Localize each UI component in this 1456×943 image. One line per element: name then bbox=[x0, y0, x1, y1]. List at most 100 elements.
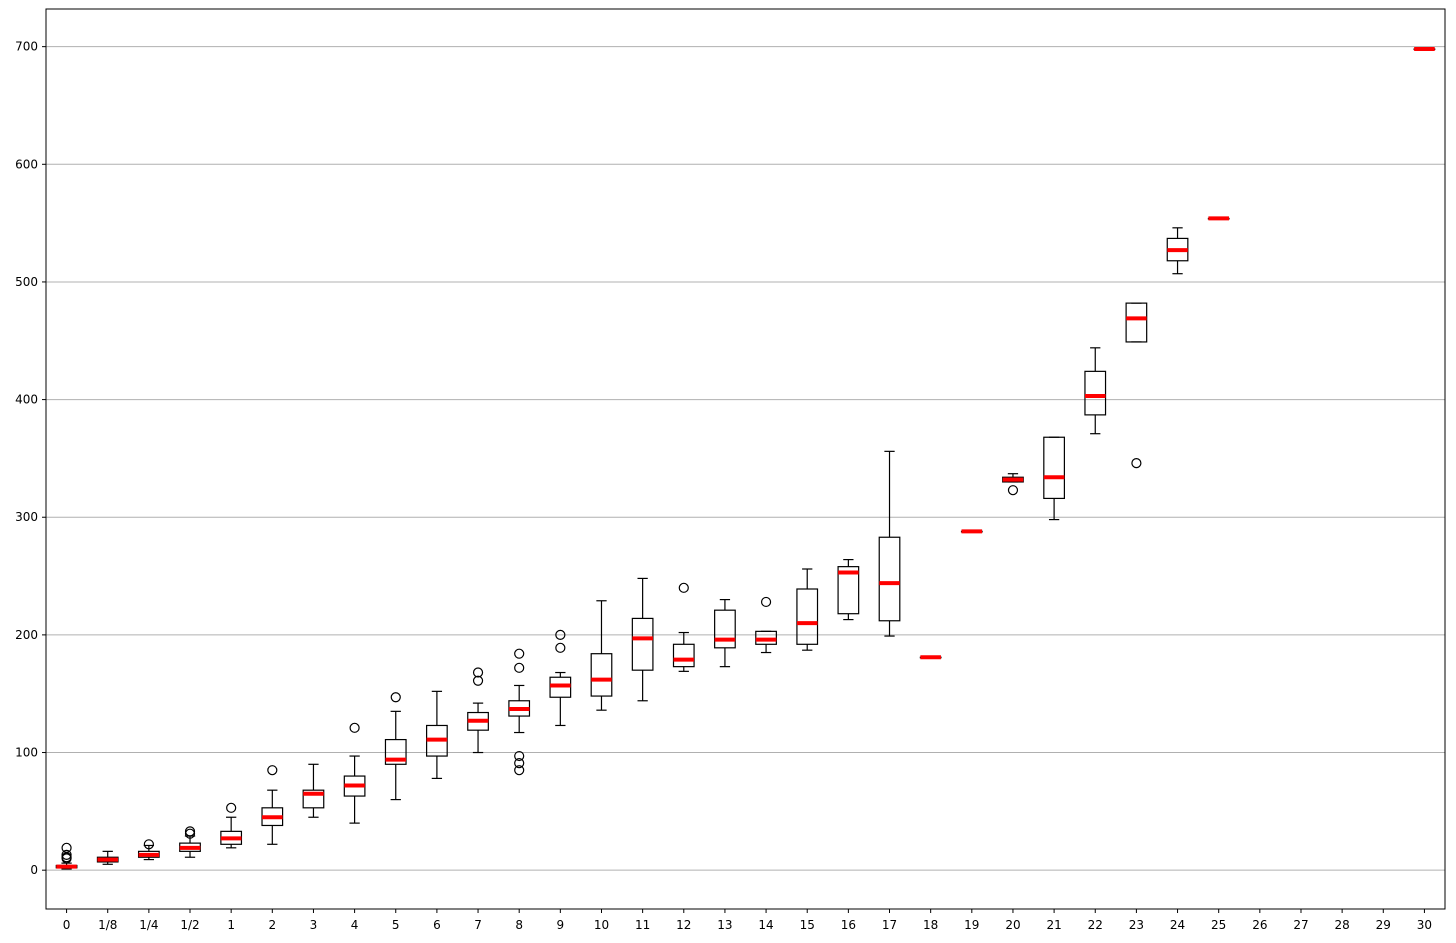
x-tick-label: 1 bbox=[227, 918, 235, 932]
box-1/4 bbox=[137, 839, 160, 861]
box-8 bbox=[508, 648, 531, 776]
box-body bbox=[1084, 370, 1107, 416]
box-body bbox=[1125, 302, 1148, 343]
x-tick-label: 1/8 bbox=[98, 918, 117, 932]
box-body bbox=[590, 653, 613, 697]
outlier-point bbox=[514, 758, 525, 769]
box-21 bbox=[1043, 436, 1065, 521]
box-1/2 bbox=[179, 826, 201, 858]
outlier-point bbox=[349, 722, 360, 733]
box-16 bbox=[837, 558, 860, 621]
x-tick-label: 21 bbox=[1046, 918, 1061, 932]
x-tick-label: 4 bbox=[351, 918, 359, 932]
x-tick-label: 17 bbox=[882, 918, 897, 932]
box-18 bbox=[919, 655, 942, 660]
x-tick-label: 15 bbox=[800, 918, 815, 932]
x-tick-label: 20 bbox=[1005, 918, 1020, 932]
x-tick-label: 18 bbox=[923, 918, 938, 932]
outlier-point bbox=[760, 596, 772, 608]
box-15 bbox=[796, 568, 819, 651]
y-tick-label: 500 bbox=[15, 275, 38, 289]
box-11 bbox=[631, 577, 654, 702]
box-9 bbox=[549, 629, 572, 727]
outlier-point bbox=[472, 667, 484, 678]
box-body bbox=[384, 738, 407, 765]
box-10 bbox=[590, 600, 613, 711]
box-1/8 bbox=[96, 850, 119, 865]
y-tick-label: 200 bbox=[15, 628, 38, 642]
box-body bbox=[878, 536, 901, 622]
x-tick-label: 25 bbox=[1211, 918, 1226, 932]
x-tick-label: 3 bbox=[310, 918, 318, 932]
outlier-point bbox=[514, 662, 525, 673]
y-tick-label: 100 bbox=[15, 746, 38, 760]
x-tick-label: 6 bbox=[433, 918, 441, 932]
outlier-point bbox=[678, 582, 689, 593]
outlier-point bbox=[514, 648, 525, 659]
box-13 bbox=[714, 598, 736, 668]
outlier-point bbox=[226, 802, 237, 813]
outlier-point bbox=[184, 826, 196, 837]
boxes bbox=[55, 47, 1436, 870]
x-tick-label: 14 bbox=[758, 918, 773, 932]
box-23 bbox=[1125, 302, 1148, 469]
x-tick-label: 19 bbox=[964, 918, 979, 932]
box-4 bbox=[343, 722, 366, 824]
box-6 bbox=[426, 690, 448, 780]
box-body bbox=[837, 566, 860, 615]
plot-frame bbox=[45, 8, 1446, 910]
y-tick-label: 600 bbox=[15, 157, 38, 171]
outlier-point bbox=[514, 750, 525, 762]
x-tick-label: 26 bbox=[1252, 918, 1267, 932]
box-25 bbox=[1207, 216, 1230, 221]
box-body bbox=[714, 609, 736, 649]
box-30 bbox=[1413, 47, 1436, 51]
y-tick-label: 300 bbox=[15, 510, 38, 524]
x-tick-label: 11 bbox=[635, 918, 650, 932]
box-3 bbox=[302, 763, 325, 818]
y-tick-label: 400 bbox=[15, 393, 38, 407]
x-tick-label: 28 bbox=[1334, 918, 1349, 932]
gridlines bbox=[46, 46, 1445, 871]
outlier-point bbox=[267, 765, 278, 776]
x-tick-label: 1/4 bbox=[139, 918, 158, 932]
outlier-point bbox=[514, 765, 525, 776]
outlier-point bbox=[555, 629, 566, 640]
box-7 bbox=[467, 667, 489, 754]
x-tick-label: 12 bbox=[676, 918, 691, 932]
x-tick-label: 16 bbox=[841, 918, 856, 932]
x-tick-label: 0 bbox=[63, 918, 71, 932]
x-tick-label: 29 bbox=[1376, 918, 1391, 932]
box-body bbox=[796, 588, 819, 645]
outlier-point bbox=[61, 842, 72, 853]
x-tick-label: 8 bbox=[515, 918, 523, 932]
outlier-point bbox=[1007, 485, 1019, 496]
x-tick-label: 2 bbox=[268, 918, 276, 932]
x-tick-label: 30 bbox=[1417, 918, 1432, 932]
x-tick-label: 1/2 bbox=[180, 918, 199, 932]
box-body bbox=[1043, 436, 1065, 500]
outlier-point bbox=[390, 692, 401, 703]
x-tick-label: 5 bbox=[392, 918, 400, 932]
box-body bbox=[672, 643, 695, 668]
x-tick-label: 22 bbox=[1088, 918, 1103, 932]
box-body bbox=[631, 617, 654, 671]
outlier-point bbox=[1131, 458, 1142, 469]
box-20 bbox=[1002, 473, 1024, 496]
box-2 bbox=[261, 765, 284, 845]
outlier-point bbox=[555, 642, 566, 653]
box-17 bbox=[878, 450, 901, 637]
outlier-point bbox=[143, 839, 154, 850]
y-tick-label: 0 bbox=[30, 863, 38, 877]
x-tick-label: 23 bbox=[1129, 918, 1144, 932]
x-tick-label: 24 bbox=[1170, 918, 1185, 932]
box-0 bbox=[55, 842, 78, 870]
outlier-point bbox=[472, 675, 484, 686]
box-19 bbox=[960, 529, 983, 534]
x-tick-label: 27 bbox=[1293, 918, 1308, 932]
box-12 bbox=[672, 582, 695, 672]
box-body bbox=[302, 789, 325, 809]
